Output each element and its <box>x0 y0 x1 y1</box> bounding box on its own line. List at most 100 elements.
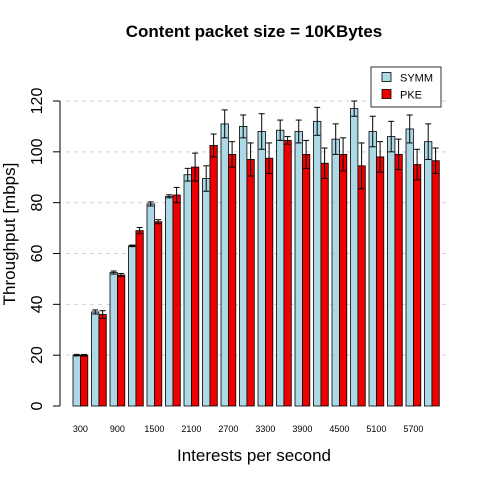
error-bar-symm-900 <box>110 270 117 275</box>
x-axis-label: Interests per second <box>177 446 331 465</box>
bar-symm-1500 <box>146 203 155 407</box>
legend: SYMM PKE <box>370 66 442 108</box>
x-axis: 300 900 1500 2100 2700 3300 3900 4500 5100 5700 <box>73 424 424 434</box>
y-axis-label: Throughput [mbps] <box>0 163 19 306</box>
bar-symm-3600 <box>276 129 285 407</box>
error-bar-symm-2700 <box>221 109 228 139</box>
bar-pke-3300 <box>264 157 274 407</box>
error-bar-symm-4800 <box>351 100 358 117</box>
bar-symm-5100 <box>368 131 377 407</box>
error-bar-pke-4500 <box>340 137 347 172</box>
bar-symm-1200 <box>128 245 137 407</box>
error-bar-symm-1500 <box>147 201 154 207</box>
error-bar-pke-2400 <box>210 133 217 158</box>
error-bar-symm-4200 <box>314 106 321 136</box>
bar-pke-5700 <box>412 164 422 407</box>
x-tick-label: 4500 <box>329 424 349 434</box>
bar-pke-600 <box>98 314 107 407</box>
error-bar-pke-4800 <box>358 142 365 190</box>
bar-symm-3900 <box>294 131 303 407</box>
bar-symm-2100 <box>183 174 192 407</box>
error-bar-pke-300 <box>81 353 88 357</box>
x-tick-label: 1500 <box>144 424 164 434</box>
legend-label-symm: SYMM <box>400 73 433 85</box>
bar-symm-600 <box>91 311 100 407</box>
bar-pke-900 <box>117 274 126 407</box>
bar-pke-5400 <box>394 153 403 407</box>
bar-symm-5700 <box>405 128 414 407</box>
error-bar-pke-1800 <box>173 186 180 204</box>
bar-symm-3300 <box>257 131 266 407</box>
error-bar-pke-2100 <box>192 152 199 182</box>
error-bar-symm-3600 <box>277 119 284 141</box>
y-tick-label: 0 <box>29 401 46 410</box>
error-bar-symm-300 <box>73 353 80 357</box>
bar-pke-1200 <box>135 230 144 407</box>
y-tick-label: 80 <box>29 194 46 212</box>
y-tick-label: 40 <box>29 295 46 313</box>
bar-pke-2700 <box>227 153 237 407</box>
bar-symm-3000 <box>239 126 248 407</box>
error-bar-symm-5100 <box>369 115 376 148</box>
x-tick-label: 2100 <box>181 424 201 434</box>
error-bar-pke-3600 <box>284 136 291 145</box>
error-bar-pke-1500 <box>155 219 162 225</box>
x-tick-label: 300 <box>73 424 88 434</box>
error-bars-layer <box>73 100 439 357</box>
bar-pke-3000 <box>246 159 255 407</box>
x-tick-label: 900 <box>110 424 125 434</box>
bar-symm-4500 <box>331 138 340 407</box>
chart-title: Content packet size = 10KBytes <box>126 22 383 41</box>
error-bar-symm-1200 <box>129 244 136 248</box>
error-bar-pke-5700 <box>414 148 421 181</box>
bar-pke-6000 <box>431 160 440 407</box>
bar-pke-5100 <box>375 156 385 407</box>
x-tick-label: 3300 <box>255 424 275 434</box>
x-tick-label: 2700 <box>218 424 238 434</box>
error-bar-symm-6000 <box>425 123 432 160</box>
error-bar-pke-3900 <box>303 139 310 169</box>
y-axis: 0 20 40 60 80 100 120 <box>29 88 61 410</box>
x-tick-label: 3900 <box>292 424 312 434</box>
legend-swatch-symm <box>381 72 392 82</box>
error-bar-symm-5400 <box>388 120 395 153</box>
bar-pke-4200 <box>320 162 329 407</box>
x-tick-label: 5700 <box>403 424 423 434</box>
bar-pke-1800 <box>172 194 181 407</box>
error-bar-pke-600 <box>99 310 106 319</box>
error-bar-symm-4500 <box>332 123 339 155</box>
error-bar-pke-4200 <box>321 147 328 180</box>
error-bar-symm-2400 <box>203 165 210 192</box>
error-bar-symm-600 <box>92 309 99 315</box>
bar-symm-900 <box>109 272 118 407</box>
y-tick-label: 120 <box>29 88 46 115</box>
bar-pke-3900 <box>301 153 311 407</box>
error-bar-symm-2100 <box>184 167 191 182</box>
bar-symm-5400 <box>387 136 396 407</box>
error-bar-symm-3000 <box>240 114 247 139</box>
bar-pke-1500 <box>153 221 163 407</box>
bar-symm-2400 <box>202 178 211 407</box>
bar-symm-1800 <box>165 195 174 407</box>
error-bar-symm-3300 <box>258 113 265 150</box>
error-bar-pke-5400 <box>395 138 402 171</box>
bar-pke-4800 <box>357 165 366 407</box>
bar-symm-2700 <box>220 123 229 407</box>
bar-pke-3600 <box>283 139 292 407</box>
x-tick-label: 5100 <box>366 424 386 434</box>
bar-symm-4800 <box>350 108 359 407</box>
error-bar-pke-5100 <box>377 141 384 173</box>
bar-pke-2100 <box>190 166 200 407</box>
y-tick-label: 60 <box>29 245 46 263</box>
bar-pke-300 <box>80 354 89 407</box>
error-bar-symm-5700 <box>406 114 413 144</box>
error-bar-pke-900 <box>118 273 125 278</box>
bar-pke-2400 <box>209 145 218 407</box>
error-bar-pke-6000 <box>432 147 439 174</box>
bar-symm-300 <box>72 354 81 407</box>
bar-symm-4200 <box>313 120 322 407</box>
error-bar-pke-1200 <box>136 227 143 235</box>
error-bar-symm-3900 <box>295 119 302 144</box>
legend-label-pke: PKE <box>400 90 422 102</box>
